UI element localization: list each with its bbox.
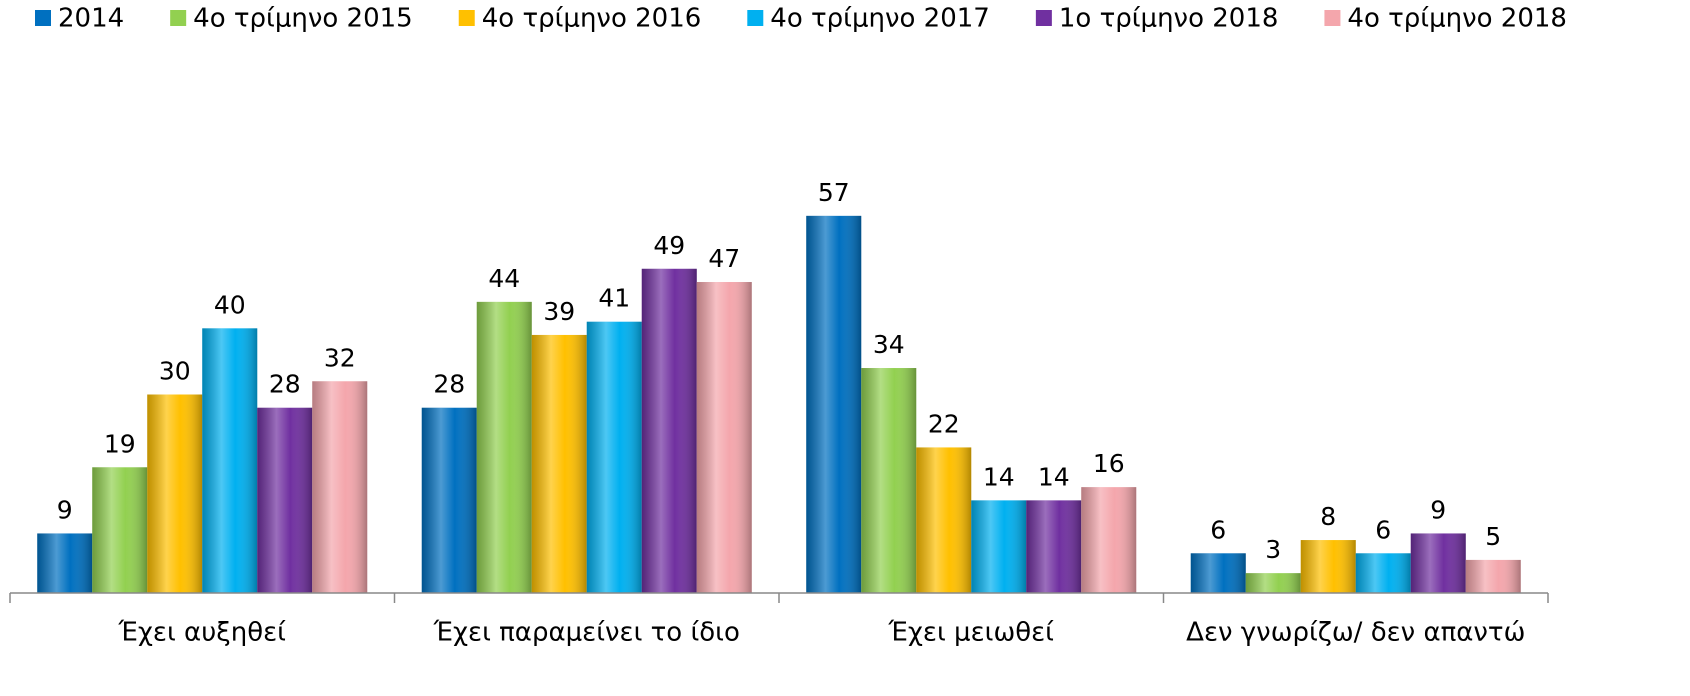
bar-shade <box>1300 540 1356 593</box>
bar-shade <box>916 447 972 593</box>
bar-shade <box>971 500 1027 593</box>
bar-shade <box>257 407 313 593</box>
data-label: 39 <box>543 297 575 326</box>
bar-shade <box>1190 553 1246 593</box>
legend-swatch <box>458 10 475 26</box>
x-tick-label: Έχει μειωθεί <box>888 618 1055 648</box>
data-label: 44 <box>488 264 520 293</box>
bar-shade <box>696 282 752 593</box>
legend-swatch <box>1035 10 1052 26</box>
data-label: 3 <box>1265 535 1281 564</box>
bar-shade <box>1081 487 1137 593</box>
legend-label: 1ο τρίμηνο 2018 <box>1059 4 1279 34</box>
legend-swatch <box>747 10 764 26</box>
data-label: 5 <box>1485 522 1501 551</box>
data-label: 57 <box>818 178 850 207</box>
data-label: 8 <box>1320 502 1336 531</box>
x-tick-label: Έχει παραμείνει το ίδιο <box>433 618 740 648</box>
data-label: 41 <box>598 284 630 313</box>
bar-shade <box>806 215 862 593</box>
legend-label: 4ο τρίμηνο 2017 <box>770 4 990 34</box>
legend-swatch <box>1324 10 1341 26</box>
bar-shade <box>1465 559 1521 593</box>
data-label: 6 <box>1375 515 1391 544</box>
bar-shade <box>147 394 203 593</box>
bar-shade <box>202 328 258 593</box>
data-label: 9 <box>57 495 73 524</box>
data-label: 28 <box>269 370 301 399</box>
data-label: 49 <box>653 231 685 260</box>
data-label: 6 <box>1210 515 1226 544</box>
bar-shade <box>531 334 587 593</box>
bar-shade <box>1026 500 1082 593</box>
data-label: 32 <box>324 343 356 372</box>
data-label: 14 <box>983 462 1015 491</box>
bar-shade <box>476 301 532 593</box>
legend-label: 4ο τρίμηνο 2015 <box>193 4 413 34</box>
data-label: 14 <box>1038 462 1070 491</box>
bar-shade <box>1245 573 1301 593</box>
bar-shade <box>1410 533 1466 593</box>
bar-shade <box>421 407 477 593</box>
bar-shade <box>92 467 148 593</box>
bar-shade <box>1355 553 1411 593</box>
data-label: 40 <box>214 290 246 319</box>
data-label: 22 <box>928 409 960 438</box>
legend-label: 4ο τρίμηνο 2018 <box>1347 4 1567 34</box>
bar-shade <box>312 381 368 593</box>
bar-shade <box>641 268 697 593</box>
data-label: 47 <box>708 244 740 273</box>
legend-swatch <box>35 10 51 26</box>
x-tick-label: Έχει αυξηθεί <box>118 618 287 648</box>
data-label: 34 <box>873 330 905 359</box>
data-label: 9 <box>1430 495 1446 524</box>
bar-shade <box>37 533 93 593</box>
x-tick-label: Δεν γνωρίζω/ δεν απαντώ <box>1186 618 1525 648</box>
legend-label: 4ο τρίμηνο 2016 <box>482 4 702 34</box>
data-label: 28 <box>433 370 465 399</box>
data-label: 19 <box>104 429 136 458</box>
data-label: 16 <box>1093 449 1125 478</box>
legend-swatch <box>170 10 187 26</box>
bar-shade <box>586 321 642 593</box>
bar-shade <box>861 368 917 593</box>
data-label: 30 <box>159 357 191 386</box>
legend-label: 2014 <box>58 4 124 34</box>
